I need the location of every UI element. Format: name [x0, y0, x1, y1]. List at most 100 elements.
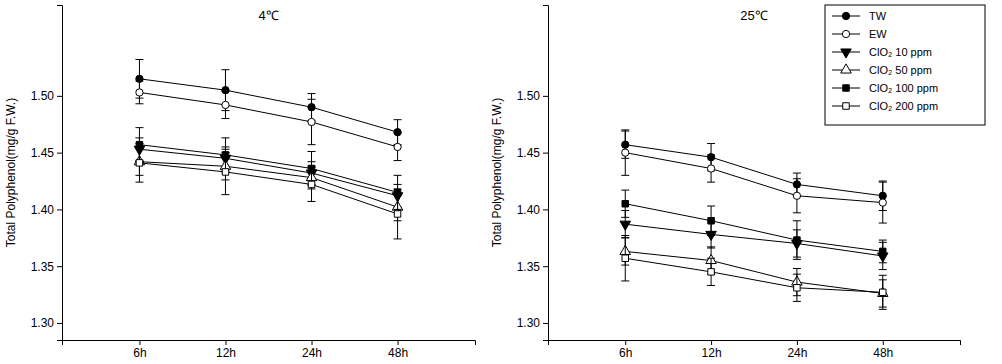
series-line [625, 204, 883, 252]
plot-area [134, 60, 403, 239]
x-tick-mark [711, 340, 712, 345]
error-bar-cap [879, 182, 887, 183]
legend-label: ClO₂ 10 ppm [869, 46, 932, 58]
series [621, 130, 887, 223]
legend-item: ClO₂ 50 ppm [832, 64, 932, 76]
error-bar-cap [394, 188, 402, 189]
y-tick-label: 1.35 [517, 260, 541, 274]
error-bar [394, 133, 402, 160]
legend-marker [842, 30, 849, 37]
y-tick-label: 1.30 [31, 316, 55, 330]
data-point [622, 200, 628, 206]
error-bar [793, 274, 801, 301]
error-bar-cap [221, 91, 229, 92]
y-tick-mark [543, 209, 548, 210]
error-bar [707, 258, 715, 285]
legend-item: TW [832, 10, 887, 22]
error-bar [135, 81, 143, 104]
x-tick-mark [225, 340, 226, 345]
y-axis: 1.301.351.401.451.50 [31, 6, 63, 341]
y-tick: 1.40 [31, 203, 62, 217]
x-axis-line [63, 341, 476, 346]
error-bar [221, 149, 229, 194]
error-bar-cap [793, 220, 801, 221]
legend-item: ClO₂ 100 ppm [832, 82, 938, 94]
series-line [625, 251, 883, 293]
error-bar-cap [621, 190, 629, 191]
error-bar-cap [308, 93, 316, 94]
error-bar-cap [707, 143, 715, 144]
error-bar [221, 70, 229, 111]
y-tick-mark [543, 153, 548, 154]
error-bar-cap [135, 103, 143, 104]
data-point [222, 169, 228, 175]
y-tick-label: 1.50 [517, 89, 541, 103]
x-tick-mark [139, 340, 140, 345]
x-tick: 12h [216, 340, 236, 360]
x-tick-label: 12h [702, 346, 722, 360]
series [135, 144, 401, 239]
x-tick-label: 24h [787, 346, 807, 360]
y-axis-line [543, 6, 549, 341]
series [620, 238, 888, 307]
data-point [708, 218, 714, 224]
legend-item: ClO₂ 200 ppm [832, 100, 938, 112]
error-bar-cap [394, 160, 402, 161]
y-tick: 1.35 [31, 260, 62, 274]
y-tick: 1.45 [517, 146, 548, 160]
error-bar [621, 130, 629, 175]
y-tick: 1.50 [31, 89, 62, 103]
error-bar-cap [621, 280, 629, 281]
x-axis: 6h12h24h48h [549, 340, 961, 360]
data-point [622, 255, 628, 261]
error-bar-cap [793, 274, 801, 275]
error-bar-cap [135, 143, 143, 144]
series-line [625, 224, 883, 256]
error-bar-cap [221, 194, 229, 195]
data-point [793, 192, 800, 199]
x-axis: 6h12h24h48h [63, 340, 476, 360]
data-point [136, 89, 143, 96]
error-bar-cap [707, 258, 715, 259]
error-bar-cap [879, 309, 887, 310]
y-tick-mark [57, 153, 62, 154]
error-bar-cap [621, 235, 629, 236]
legend-marker [841, 64, 852, 73]
error-bar-cap [879, 269, 887, 270]
series [134, 138, 403, 207]
y-axis-line [57, 6, 63, 341]
legend-marker [842, 12, 849, 19]
x-tick-mark [312, 340, 313, 345]
y-tick-mark [543, 323, 548, 324]
legend-label: ClO₂ 50 ppm [869, 64, 932, 76]
error-bar-cap [621, 129, 629, 130]
error-bar-cap [707, 206, 715, 207]
x-tick-mark [883, 340, 884, 345]
data-point [877, 287, 888, 296]
legend-label: ClO₂ 100 ppm [869, 82, 938, 94]
error-bar [879, 275, 887, 309]
series-line [139, 92, 397, 147]
data-point [794, 285, 800, 291]
error-bar-cap [135, 59, 143, 60]
data-point [222, 101, 229, 108]
y-tick-mark [57, 209, 62, 210]
series-line [625, 258, 883, 292]
x-tick-label: 24h [302, 346, 322, 360]
series-line [139, 163, 397, 214]
error-bar [793, 221, 801, 260]
error-bar-cap [793, 178, 801, 179]
chart-root: 1.301.351.401.451.506h12h24h48hTotal Pol… [0, 0, 1002, 364]
error-bar-cap [707, 285, 715, 286]
x-tick-label: 6h [133, 346, 146, 360]
y-tick-mark [57, 266, 62, 267]
error-bar [394, 189, 402, 239]
error-bar-cap [135, 182, 143, 183]
error-bar [135, 60, 143, 99]
series [134, 148, 403, 221]
legend-label: EW [869, 28, 887, 40]
error-bar [707, 155, 715, 182]
x-tick-mark [398, 340, 399, 345]
error-bar-cap [308, 201, 316, 202]
error-bar-cap [793, 173, 801, 174]
